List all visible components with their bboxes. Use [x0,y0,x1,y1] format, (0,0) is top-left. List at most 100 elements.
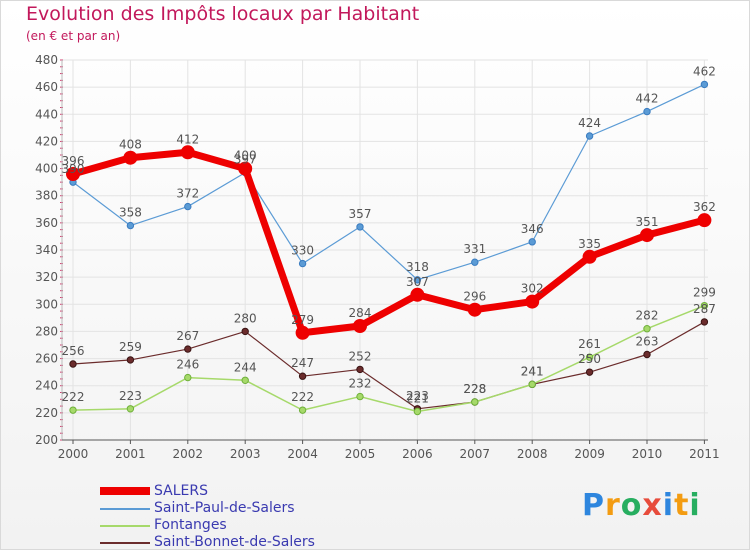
data-point-fontanges [356,392,364,401]
data-label-saint-bonnet-de-salers: 247 [291,356,314,370]
data-label-salers: 351 [636,215,659,229]
data-point-fontanges [241,376,249,384]
y-tick-label: 200 [35,433,58,447]
data-point-salers [410,287,425,302]
data-label-salers: 307 [406,275,429,289]
data-label-fontanges: 244 [234,360,257,374]
x-tick-label: 2008 [517,447,548,461]
data-point-fontanges [69,406,77,414]
data-point-salers [697,213,712,228]
data-point-fontanges [413,407,422,416]
data-label-fontanges: 246 [176,358,199,372]
series-lines [66,80,712,416]
data-label-salers: 279 [291,313,314,327]
y-tick-label: 480 [35,53,58,67]
data-point-saint-bonnet-de-salers [356,365,364,374]
data-label-saint-paul-de-salers: 330 [291,244,314,258]
data-label-saint-bonnet-de-salers: 228 [463,382,486,396]
data-point-saint-paul-de-salers [413,276,422,284]
data-point-fontanges [126,405,135,413]
y-tick-label: 400 [35,162,58,176]
x-tick-label: 2004 [287,447,318,461]
x-tick-label: 2011 [689,447,720,461]
data-point-saint-paul-de-salers [585,132,594,140]
data-point-saint-paul-de-salers [356,223,364,231]
x-tick-label: 2007 [460,447,491,461]
series-line-saint-paul-de-salers [72,83,706,281]
x-tick-label: 2003 [230,447,261,461]
chart-title: Evolution des Impôts locaux par Habitant [26,3,420,25]
y-tick-label: 220 [35,406,58,420]
data-point-salers [295,325,310,340]
x-tick-label: 2002 [173,447,204,461]
data-label-fontanges: 222 [62,390,85,404]
data-label-fontanges: 299 [693,286,716,300]
data-point-fontanges [643,325,651,333]
data-labels: 396 408 412 400 279 284 307 296 302 335 351 362 390 3… [62,64,716,405]
data-label-fontanges: 282 [636,309,659,323]
series-line-saint-bonnet-de-salers [72,321,706,410]
data-point-salers [66,167,80,181]
data-label-saint-bonnet-de-salers: 241 [521,364,544,378]
legend-swatch-salers [100,487,150,495]
axes: 200 220 240 260 280 300 320 340 360 380 400 420 440 4… [35,53,720,461]
data-point-salers [353,319,367,333]
data-label-salers: 400 [234,149,257,163]
legend-label-fontanges: Fontanges [154,517,227,533]
x-tick-label: 2006 [402,447,433,461]
data-point-salers [467,302,482,317]
data-point-saint-paul-de-salers [471,258,479,266]
data-label-fontanges: 228 [463,382,486,396]
y-tick-label: 300 [35,297,58,311]
data-point-saint-paul-de-salers [126,221,135,230]
data-label-saint-bonnet-de-salers: 267 [176,329,199,343]
data-point-saint-bonnet-de-salers [585,368,594,376]
data-label-salers: 408 [119,138,142,152]
data-label-saint-paul-de-salers: 442 [636,92,659,106]
chart-subtitle: (en € et par an) [26,29,121,43]
data-label-saint-bonnet-de-salers: 280 [234,311,257,325]
data-point-saint-bonnet-de-salers [126,356,135,364]
data-label-saint-paul-de-salers: 424 [578,116,601,130]
y-tick-label: 280 [35,324,58,338]
legend-swatch-fontanges [100,525,150,527]
data-point-saint-bonnet-de-salers [241,327,249,336]
y-tick-label: 380 [35,189,58,203]
data-label-saint-paul-de-salers: 358 [119,206,142,220]
x-tick-label: 2010 [632,447,663,461]
data-point-salers [238,161,253,176]
data-label-saint-bonnet-de-salers: 223 [406,389,429,403]
data-label-saint-paul-de-salers: 397 [234,153,257,167]
data-point-saint-bonnet-de-salers [700,318,709,326]
data-label-salers: 284 [349,306,372,320]
data-label-saint-paul-de-salers: 462 [693,64,716,78]
data-label-salers: 335 [578,237,601,251]
y-tick-label: 360 [35,216,58,230]
y-tick-label: 260 [35,352,58,366]
y-tick-label: 340 [35,243,58,257]
data-point-salers [640,228,654,243]
data-label-salers: 362 [693,200,716,214]
data-point-salers [525,294,540,309]
data-label-fontanges: 221 [406,392,429,406]
data-label-saint-paul-de-salers: 357 [349,207,372,221]
data-label-salers: 396 [62,154,85,168]
data-label-saint-bonnet-de-salers: 287 [693,302,716,316]
data-point-saint-bonnet-de-salers [298,372,307,380]
data-label-saint-bonnet-de-salers: 250 [578,352,601,366]
data-label-saint-bonnet-de-salers: 252 [349,349,372,363]
data-point-saint-paul-de-salers [528,238,536,246]
legend-swatch-saint-paul-de-salers [100,508,150,510]
x-tick-label: 2005 [345,447,376,461]
y-tick-label: 420 [35,134,58,148]
y-tick-label: 460 [35,80,58,94]
data-label-salers: 296 [463,290,486,304]
legend-label-salers: SALERS [154,483,208,499]
data-point-saint-paul-de-salers [643,107,651,116]
data-point-salers [582,249,597,264]
data-label-fontanges: 223 [119,389,142,403]
legend-label-saint-paul-de-salers: Saint-Paul-de-Salers [154,500,295,516]
data-label-fontanges: 222 [291,390,314,404]
data-point-saint-bonnet-de-salers [643,350,651,359]
